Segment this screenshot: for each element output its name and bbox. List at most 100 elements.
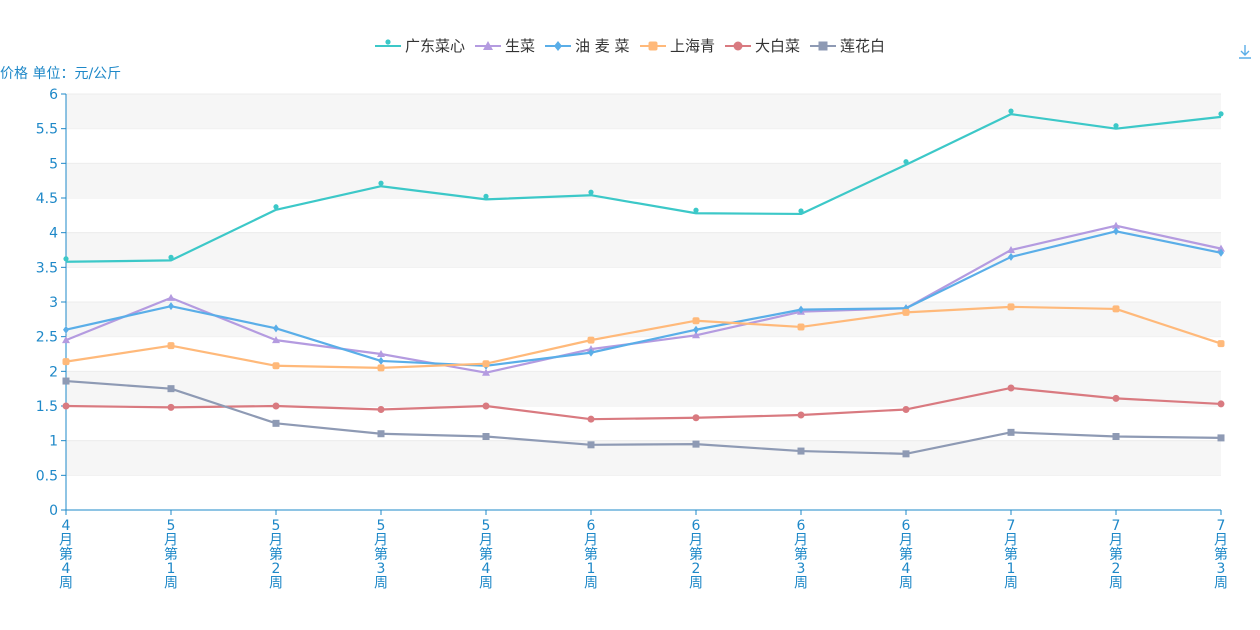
y-tick-label: 2 xyxy=(49,364,58,380)
data-point[interactable] xyxy=(377,405,385,413)
grid-bands xyxy=(66,93,1221,476)
grid-band xyxy=(66,163,1221,198)
data-point[interactable] xyxy=(167,403,175,411)
legend-label: 上海青 xyxy=(670,37,715,55)
data-point[interactable] xyxy=(1112,221,1120,229)
data-point[interactable] xyxy=(482,402,490,410)
data-point[interactable] xyxy=(798,208,804,214)
data-point[interactable] xyxy=(797,447,805,455)
data-point[interactable] xyxy=(1008,108,1014,114)
data-point[interactable] xyxy=(168,302,174,311)
data-point[interactable] xyxy=(588,348,594,357)
data-point[interactable] xyxy=(377,430,385,438)
data-point[interactable] xyxy=(378,356,384,365)
x-axis: 4 月第 4 周 5 月第 1 周 5 月第 2 周 5 月第 3 周 5 月第 4 周 6 月第 1 周 6 月第 2 周 6 月第 3 周… xyxy=(59,509,1228,592)
data-point[interactable] xyxy=(273,204,279,210)
data-point[interactable] xyxy=(272,362,280,370)
download-icon[interactable] xyxy=(1239,45,1251,59)
data-point[interactable] xyxy=(1113,227,1119,236)
data-point[interactable] xyxy=(587,415,595,423)
data-point[interactable] xyxy=(167,385,175,393)
data-point[interactable] xyxy=(1217,244,1225,252)
legend-item[interactable]: 大白菜 xyxy=(725,37,800,55)
y-tick-label: 4.5 xyxy=(36,191,58,207)
data-point[interactable] xyxy=(692,414,700,422)
data-point[interactable] xyxy=(1007,384,1015,392)
series-上海青 xyxy=(62,303,1225,372)
y-tick-label: 4 xyxy=(49,226,58,242)
series-line xyxy=(65,113,1222,263)
data-point[interactable] xyxy=(903,159,909,165)
legend[interactable]: 广东菜心 生菜 油 麦 菜 上海青 大白菜 莲花白 xyxy=(375,37,885,55)
legend-item[interactable]: 生菜 xyxy=(475,37,535,55)
data-point[interactable] xyxy=(482,433,490,441)
y-axis: 0 0.5 1 1.5 2 2.5 3 3.5 4 4.5 5 5.5 6 xyxy=(36,87,67,519)
x-tick-label: 5 月第 3 周 xyxy=(374,518,388,592)
data-point[interactable] xyxy=(482,368,490,376)
data-point[interactable] xyxy=(692,331,700,339)
data-point[interactable] xyxy=(167,293,175,301)
data-point[interactable] xyxy=(62,358,70,366)
data-point[interactable] xyxy=(482,360,490,368)
data-point[interactable] xyxy=(62,402,70,410)
data-point[interactable] xyxy=(378,180,384,186)
legend-item[interactable]: 广东菜心 xyxy=(375,37,465,55)
x-tick-label: 7 月第 2 周 xyxy=(1109,518,1123,592)
data-point[interactable] xyxy=(692,440,700,448)
legend-item[interactable]: 油 麦 菜 xyxy=(545,37,630,55)
data-point[interactable] xyxy=(588,189,594,195)
data-point[interactable] xyxy=(272,336,280,344)
data-point[interactable] xyxy=(63,256,69,262)
data-point[interactable] xyxy=(587,336,595,344)
data-point[interactable] xyxy=(1217,340,1225,348)
data-point[interactable] xyxy=(62,336,70,344)
y-tick-label: 6 xyxy=(49,87,58,103)
legend-marker xyxy=(733,41,743,51)
data-point[interactable] xyxy=(692,317,700,325)
x-tick-label: 4 月第 4 周 xyxy=(59,518,73,592)
data-point[interactable] xyxy=(272,419,280,427)
x-tick-label: 6 月第 3 周 xyxy=(794,518,808,592)
data-point[interactable] xyxy=(167,342,175,350)
data-point[interactable] xyxy=(377,364,385,372)
data-point[interactable] xyxy=(587,441,595,449)
data-point[interactable] xyxy=(62,377,70,385)
data-point[interactable] xyxy=(693,207,699,213)
data-point[interactable] xyxy=(1112,305,1120,313)
data-point[interactable] xyxy=(272,402,280,410)
legend-marker xyxy=(554,41,562,51)
legend-label: 生菜 xyxy=(505,37,535,55)
data-point[interactable] xyxy=(902,405,910,413)
data-point[interactable] xyxy=(1007,428,1015,436)
data-point[interactable] xyxy=(1217,400,1225,408)
grid-band xyxy=(66,232,1221,268)
data-point[interactable] xyxy=(902,308,910,316)
data-point[interactable] xyxy=(377,350,385,357)
x-tick-label: 5 月第 4 周 xyxy=(479,518,493,592)
data-point[interactable] xyxy=(1007,246,1015,253)
data-point[interactable] xyxy=(1007,303,1015,311)
series-油麦菜 xyxy=(63,227,1224,370)
data-point[interactable] xyxy=(1113,123,1119,129)
data-point[interactable] xyxy=(1217,434,1225,442)
data-point[interactable] xyxy=(798,305,804,314)
legend-item[interactable]: 莲花白 xyxy=(810,37,885,55)
data-point[interactable] xyxy=(1218,248,1224,257)
data-point[interactable] xyxy=(1112,433,1120,441)
data-point[interactable] xyxy=(168,254,174,260)
data-point[interactable] xyxy=(273,324,279,333)
data-point[interactable] xyxy=(63,325,69,334)
data-point[interactable] xyxy=(1008,252,1014,261)
data-point[interactable] xyxy=(797,411,805,419)
data-point[interactable] xyxy=(1218,111,1224,117)
legend-item[interactable]: 上海青 xyxy=(640,37,715,55)
data-point[interactable] xyxy=(797,323,805,331)
legend-marker xyxy=(818,41,828,51)
data-point[interactable] xyxy=(693,325,699,334)
legend-marker xyxy=(648,41,658,51)
data-point[interactable] xyxy=(483,193,489,199)
legend-label: 油 麦 菜 xyxy=(575,37,630,55)
data-point[interactable] xyxy=(902,450,910,458)
data-point[interactable] xyxy=(1112,394,1120,402)
